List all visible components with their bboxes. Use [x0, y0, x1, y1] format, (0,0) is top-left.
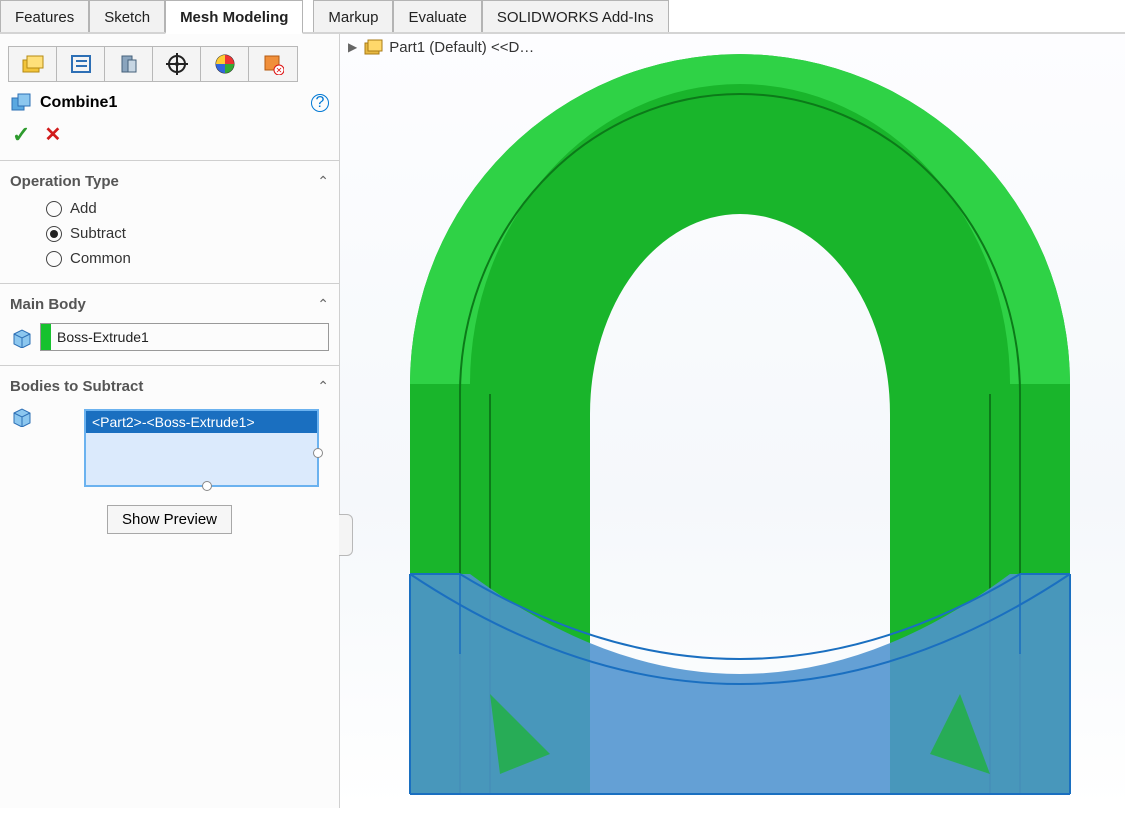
- main-body-input[interactable]: Boss-Extrude1: [40, 323, 329, 351]
- body-icon: [10, 405, 32, 427]
- subtract-bodies-list[interactable]: <Part2>-<Boss-Extrude1>: [84, 409, 319, 487]
- collapse-icon[interactable]: ⌃: [317, 296, 329, 313]
- tab-solidworks-addins[interactable]: SOLIDWORKS Add-Ins: [482, 0, 669, 32]
- show-preview-button[interactable]: Show Preview: [107, 505, 232, 534]
- main-body-value: Boss-Extrude1: [55, 329, 149, 345]
- panel-tab-strip: ✕: [8, 46, 298, 82]
- radio-common[interactable]: Common: [46, 246, 329, 271]
- tab-features[interactable]: Features: [0, 0, 89, 32]
- model-preview: [350, 54, 1120, 814]
- part-feature-icon[interactable]: [9, 47, 57, 81]
- main-body-label: Main Body: [10, 296, 317, 313]
- property-manager-panel: ✕ Combine1 ? ✓ ✕ Operation Type ⌃ Add Su…: [0, 34, 340, 808]
- expand-icon[interactable]: ▶: [348, 40, 357, 54]
- tab-mesh-modeling[interactable]: Mesh Modeling: [165, 0, 303, 34]
- operation-type-label: Operation Type: [10, 173, 317, 190]
- collapse-icon[interactable]: ⌃: [317, 173, 329, 190]
- combine-icon: [10, 92, 32, 114]
- radio-add[interactable]: Add: [46, 196, 329, 221]
- appearance-icon[interactable]: [201, 47, 249, 81]
- breadcrumb-text: Part1 (Default) <<D…: [389, 39, 534, 56]
- svg-text:✕: ✕: [276, 66, 283, 75]
- tab-evaluate[interactable]: Evaluate: [393, 0, 481, 32]
- tree-display-icon[interactable]: [57, 47, 105, 81]
- help-icon[interactable]: ?: [311, 94, 329, 112]
- subtract-body-item[interactable]: <Part2>-<Boss-Extrude1>: [86, 411, 317, 433]
- resize-handle-icon[interactable]: [313, 448, 323, 458]
- resize-handle-icon[interactable]: [202, 481, 212, 491]
- bodies-to-subtract-label: Bodies to Subtract: [10, 378, 317, 395]
- operation-type-group: Add Subtract Common: [0, 196, 339, 279]
- config-icon[interactable]: [105, 47, 153, 81]
- tab-sketch[interactable]: Sketch: [89, 0, 165, 32]
- feature-header: Combine1 ?: [0, 86, 339, 118]
- command-tab-bar: Features Sketch Mesh Modeling Markup Eva…: [0, 0, 1125, 34]
- sensor-icon[interactable]: ✕: [249, 47, 297, 81]
- graphics-area[interactable]: ▶ Part1 (Default) <<D…: [340, 34, 1125, 808]
- body-color-swatch: [41, 324, 51, 350]
- ok-button[interactable]: ✓: [12, 122, 30, 148]
- feature-title: Combine1: [40, 94, 311, 112]
- collapse-icon[interactable]: ⌃: [317, 378, 329, 395]
- body-icon: [10, 326, 32, 348]
- cancel-button[interactable]: ✕: [44, 122, 61, 148]
- target-icon[interactable]: [153, 47, 201, 81]
- radio-subtract[interactable]: Subtract: [46, 221, 329, 246]
- tab-markup[interactable]: Markup: [313, 0, 393, 32]
